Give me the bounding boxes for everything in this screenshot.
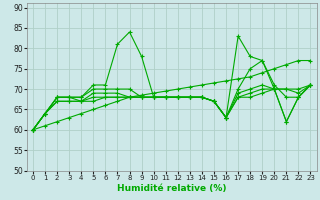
X-axis label: Humidité relative (%): Humidité relative (%) xyxy=(117,184,227,193)
